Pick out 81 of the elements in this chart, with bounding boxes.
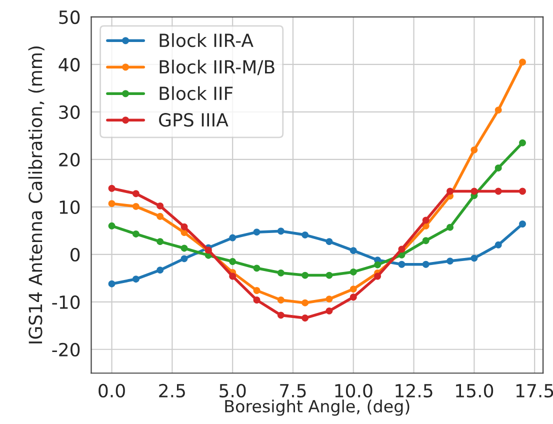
point [374,272,382,280]
point [494,188,502,195]
legend-label: GPS IIIA [159,113,228,127]
point [156,266,164,274]
point [253,264,260,272]
point [302,299,309,306]
x-tick-label: 10.0 [335,384,372,398]
x-tick-label: 17.5 [516,384,553,398]
point [229,234,236,242]
point [470,188,478,195]
x-tick-label: 2.5 [159,384,185,398]
point [108,184,116,192]
point [446,224,454,231]
point [302,314,309,322]
legend-label: Block IIR-M/B [160,60,274,76]
y-tick-label: 30 [59,105,80,120]
point [253,296,260,304]
y-tick-label: 0 [70,248,80,262]
point [494,164,502,172]
x-tick-label: 12.5 [396,384,432,398]
point [132,190,140,198]
x-tick-label: 0.0 [98,384,125,398]
point [229,272,236,280]
point [108,280,116,288]
point [519,58,526,66]
x-axis-title: Boresight Angle, (deg) [225,400,410,416]
point [422,237,430,244]
point [350,294,357,301]
y-tick-label: 20 [59,152,80,167]
x-tick-label: 15.0 [456,384,494,398]
point [446,188,454,195]
point [519,139,526,146]
point [519,220,526,228]
point [374,261,382,268]
point [277,296,284,304]
point [446,258,454,265]
point [398,246,406,253]
y-tick-label: 50 [59,10,80,24]
y-tick-label: -20 [52,342,80,356]
point [350,247,357,254]
y-tick-label: -10 [52,295,80,310]
point [398,260,406,268]
point [326,296,333,303]
x-tick-label: 5.0 [220,384,246,398]
point [494,241,502,248]
point [302,272,309,279]
point [156,202,164,210]
point [326,272,333,279]
y-tick-label: 40 [58,58,80,72]
point [132,202,140,210]
point [326,307,333,314]
y-tick-label: 10 [60,200,80,214]
legend-label: Block IIR-A [160,33,254,48]
point [229,258,236,265]
point [156,212,164,220]
y-axis-title: IGS14 Antenna Calibration, (mm) [28,46,44,344]
x-tick-label: 7.5 [280,384,306,398]
point [519,188,526,195]
point [470,254,478,262]
legend-label: Block IIF [160,86,233,100]
point [326,238,333,246]
point [108,200,116,208]
point [180,244,188,252]
point [470,146,478,154]
point [302,231,309,238]
point [277,312,284,319]
point [180,255,188,262]
point [350,268,357,276]
point [180,223,188,230]
point [422,260,430,268]
point [132,276,140,283]
point [277,269,284,276]
point [156,238,164,246]
point [350,286,357,293]
point [253,287,260,294]
point [422,216,430,224]
point [108,222,116,230]
point [253,228,260,236]
point [494,106,502,114]
point [132,230,140,238]
point [277,228,284,235]
